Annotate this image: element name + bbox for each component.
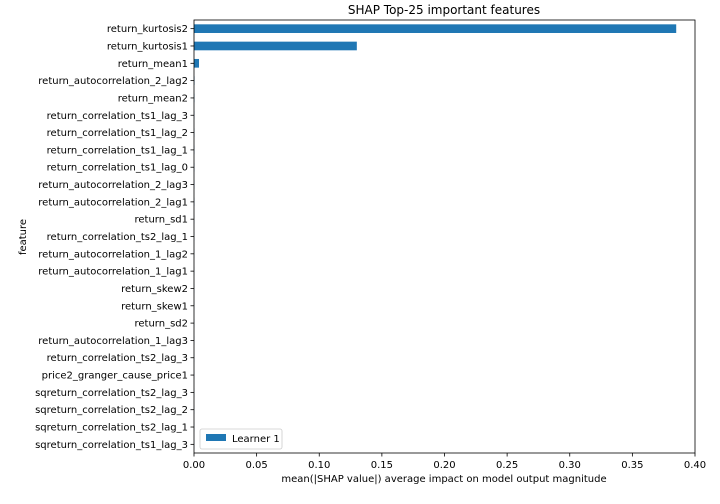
- y-tick-label: return_kurtosis2: [107, 24, 188, 35]
- x-tick-label: 0.15: [371, 460, 393, 471]
- x-tick-label: 0.40: [684, 460, 706, 471]
- y-tick-label: sqreturn_correlation_ts1_lag_3: [35, 440, 188, 451]
- y-tick-label: return_mean2: [118, 93, 188, 104]
- y-tick-layer: return_kurtosis2 return_kurtosis1 return_m…: [35, 24, 194, 451]
- y-tick-label: return_autocorrelation_2_lag1: [38, 197, 188, 208]
- legend-label-learner-1: Learner 1: [232, 434, 280, 445]
- y-tick-label: return_autocorrelation_1_lag2: [38, 249, 188, 260]
- bar-return_mean1: [194, 58, 200, 68]
- y-tick-label: return_mean1: [118, 59, 188, 70]
- y-tick-label: return_correlation_ts1_lag_1: [47, 145, 188, 156]
- x-tick-label: 0.20: [433, 460, 455, 471]
- y-tick-label: return_correlation_ts2_lag_1: [47, 232, 188, 243]
- y-tick-label: return_autocorrelation_2_lag3: [38, 180, 188, 191]
- y-tick-label: price2_granger_cause_price1: [42, 371, 188, 382]
- y-tick-label: return_autocorrelation_2_lag2: [38, 76, 188, 87]
- y-tick-label: return_sd1: [135, 215, 189, 226]
- legend: Learner 1: [199, 428, 283, 450]
- x-tick-label: 0.25: [496, 460, 518, 471]
- y-tick-label: sqreturn_correlation_ts2_lag_1: [35, 423, 188, 434]
- y-tick-label: return_skew2: [121, 284, 188, 295]
- bars-layer: [194, 24, 677, 449]
- x-tick-layer: 0.00 0.05 0.10 0.15 0.20 0.25 0.30 0.35 0.40: [183, 453, 706, 471]
- bar-return_kurtosis1: [194, 41, 357, 51]
- x-tick-label: 0.35: [621, 460, 643, 471]
- plot-frame: [193, 19, 696, 454]
- x-tick-label: 0.10: [308, 460, 330, 471]
- y-tick-label: sqreturn_correlation_ts2_lag_3: [35, 388, 188, 399]
- y-tick-label: return_correlation_ts1_lag_3: [47, 111, 188, 122]
- legend-swatch: [206, 434, 226, 441]
- x-tick-label: 0.05: [245, 460, 267, 471]
- y-tick-label: return_autocorrelation_1_lag3: [38, 336, 188, 347]
- bar-return_kurtosis2: [194, 24, 677, 33]
- x-tick-label: 0.30: [559, 460, 581, 471]
- y-tick-label: return_sd2: [135, 319, 189, 330]
- y-tick-label: return_correlation_ts1_lag_0: [47, 163, 188, 174]
- y-tick-label: return_kurtosis1: [107, 41, 188, 52]
- y-tick-label: return_correlation_ts2_lag_3: [47, 353, 188, 364]
- y-axis-label: feature: [18, 219, 29, 255]
- y-tick-label: return_correlation_ts1_lag_2: [47, 128, 188, 139]
- x-axis-label: mean(|SHAP value|) average impact on mod…: [281, 474, 606, 485]
- y-tick-label: return_skew1: [121, 301, 188, 312]
- y-tick-label: return_autocorrelation_1_lag1: [38, 267, 188, 278]
- x-tick-label: 0.00: [183, 460, 205, 471]
- chart-title: SHAP Top-25 important features: [348, 3, 540, 17]
- y-tick-label: sqreturn_correlation_ts2_lag_2: [35, 405, 188, 416]
